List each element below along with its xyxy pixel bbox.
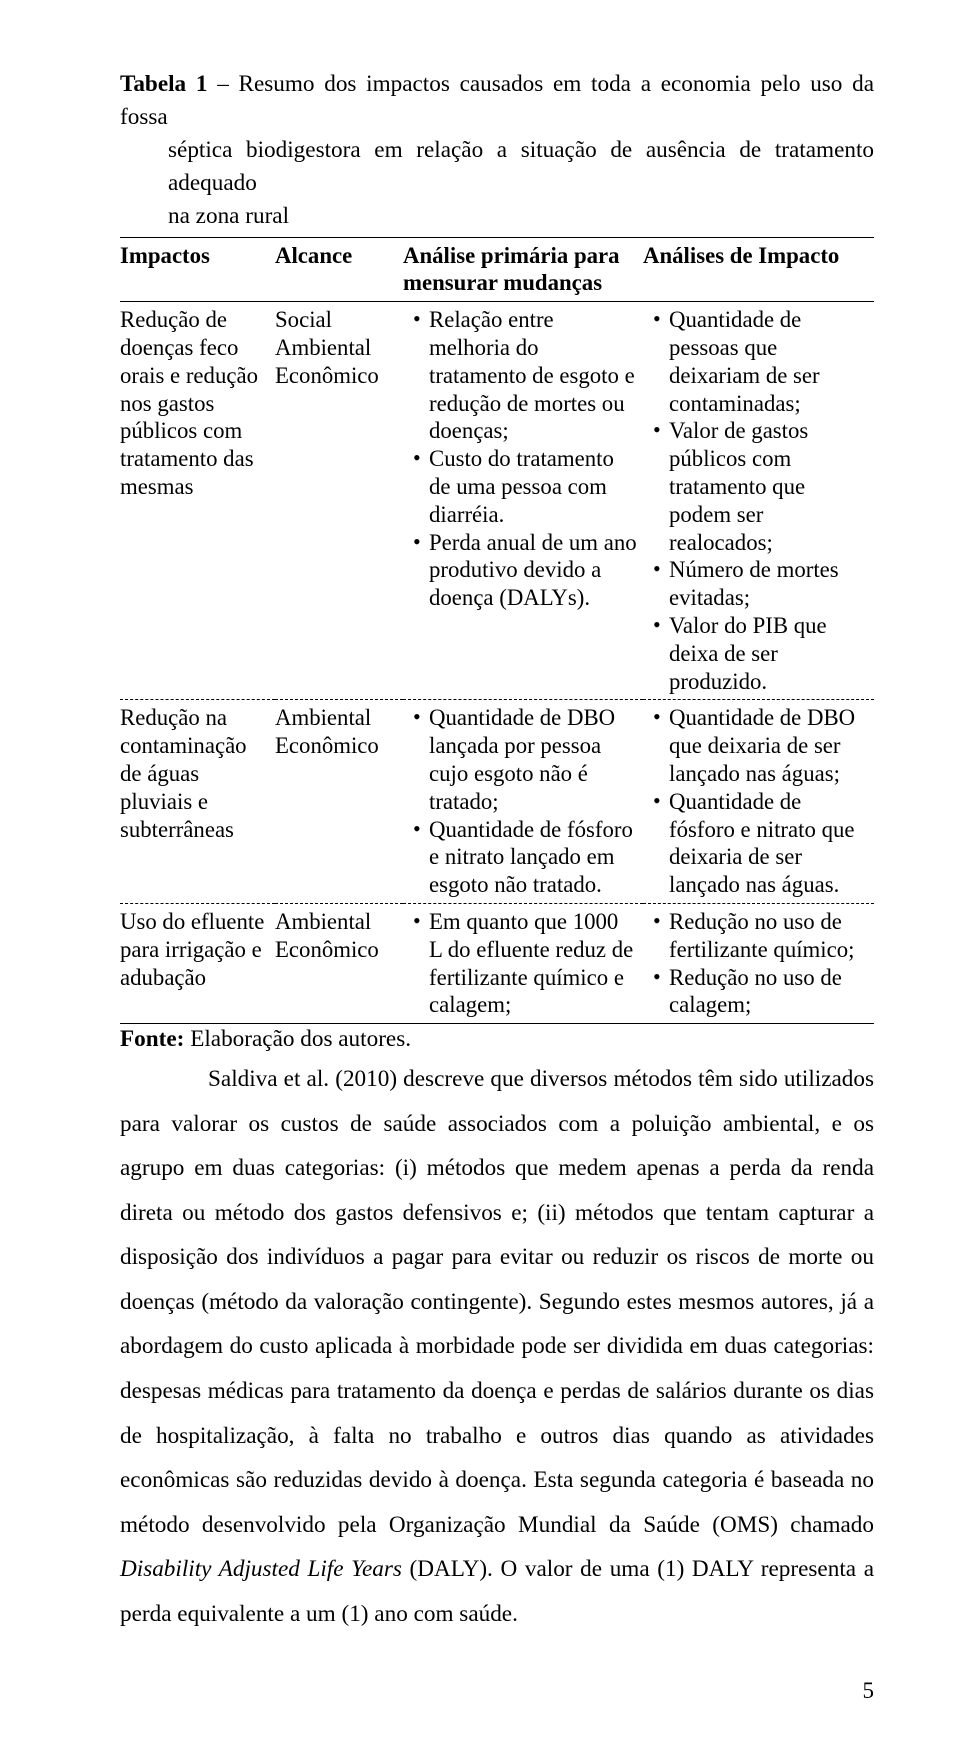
cell-analise-impacto: Redução no uso de fertilizante químico;R… xyxy=(643,904,874,1024)
cell-impacto: Redução de doenças feco orais e redução … xyxy=(120,302,275,700)
table-source: Fonte: Elaboração dos autores. xyxy=(120,1026,874,1053)
list-item: Quantidade de fósforo e nitrato que deix… xyxy=(643,788,868,899)
source-label: Fonte: xyxy=(120,1026,190,1052)
caption-line2: séptica biodigestora em relação a situaç… xyxy=(120,134,874,200)
list-item: Quantidade de DBO que deixaria de ser la… xyxy=(643,704,868,787)
list-item: Perda anual de um ano produtivo devido a… xyxy=(403,529,637,612)
header-analise-impacto: Análises de Impacto xyxy=(643,237,874,302)
cell-analise-impacto: Quantidade de DBO que deixaria de ser la… xyxy=(643,700,874,904)
list-item: Valor de gastos públicos com tratamento … xyxy=(643,417,868,556)
cell-impacto: Uso do efluente para irrigação e adubaçã… xyxy=(120,904,275,1024)
cell-analise-impacto: Quantidade de pessoas que deixariam de s… xyxy=(643,302,874,700)
list-item: Redução no uso de calagem; xyxy=(643,964,868,1020)
list-item: Quantidade de fósforo e nitrato lançado … xyxy=(403,816,637,899)
list-item: Redução no uso de fertilizante químico; xyxy=(643,908,868,964)
list-item: Valor do PIB que deixa de ser produzido. xyxy=(643,612,868,695)
body-paragraph: Saldiva et al. (2010) descreve que diver… xyxy=(120,1057,874,1636)
list-item: Número de mortes evitadas; xyxy=(643,556,868,612)
caption-line3: na zona rural xyxy=(120,200,874,233)
caption-label: Tabela 1 xyxy=(120,71,217,97)
cell-analise-primaria: Em quanto que 1000 L do efluente reduz d… xyxy=(403,904,643,1024)
paragraph-italic: Disability Adjusted Life Years xyxy=(120,1556,402,1582)
cell-analise-primaria: Relação entre melhoria do tratamento de … xyxy=(403,302,643,700)
list-item: Em quanto que 1000 L do efluente reduz d… xyxy=(403,908,637,1019)
page-number: 5 xyxy=(120,1678,874,1704)
paragraph-pre: Saldiva et al. (2010) descreve que diver… xyxy=(120,1066,874,1537)
list-item: Relação entre melhoria do tratamento de … xyxy=(403,306,637,445)
table-row: Redução na contaminação de águas pluviai… xyxy=(120,700,874,904)
list-item: Quantidade de pessoas que deixariam de s… xyxy=(643,306,868,417)
caption-sep: – xyxy=(217,71,238,97)
cell-impacto: Redução na contaminação de águas pluviai… xyxy=(120,700,275,904)
list-item: Custo do tratamento de uma pessoa com di… xyxy=(403,445,637,528)
source-text: Elaboração dos autores. xyxy=(190,1026,411,1052)
cell-alcance: Ambiental Econômico xyxy=(275,700,403,904)
table-caption: Tabela 1 – Resumo dos impactos causados … xyxy=(120,68,874,233)
list-item: Quantidade de DBO lançada por pessoa cuj… xyxy=(403,704,637,815)
cell-alcance: Social Ambiental Econômico xyxy=(275,302,403,700)
header-alcance: Alcance xyxy=(275,237,403,302)
table-header-row: Impactos Alcance Análise primária para m… xyxy=(120,237,874,302)
table-row: Redução de doenças feco orais e redução … xyxy=(120,302,874,700)
cell-alcance: Ambiental Econômico xyxy=(275,904,403,1024)
cell-analise-primaria: Quantidade de DBO lançada por pessoa cuj… xyxy=(403,700,643,904)
header-analise-primaria: Análise primária para mensurar mudanças xyxy=(403,237,643,302)
table-row: Uso do efluente para irrigação e adubaçã… xyxy=(120,904,874,1024)
impacts-table: Impactos Alcance Análise primária para m… xyxy=(120,237,874,1025)
header-impactos: Impactos xyxy=(120,237,275,302)
